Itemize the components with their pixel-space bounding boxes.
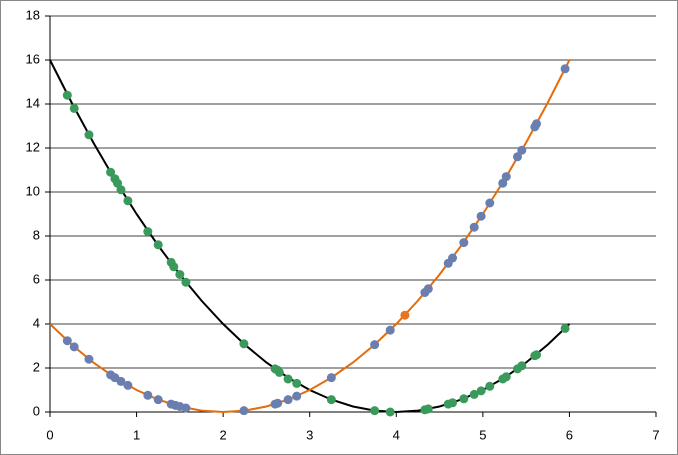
point <box>560 323 570 333</box>
point <box>283 395 293 405</box>
point <box>326 395 336 405</box>
point <box>517 361 527 371</box>
point <box>512 152 522 162</box>
x-tick-label: 2 <box>220 427 227 442</box>
point <box>292 378 302 388</box>
y-tick-label: 14 <box>26 95 40 110</box>
point <box>400 310 410 320</box>
point <box>532 119 542 129</box>
x-tick-label: 0 <box>46 427 53 442</box>
x-tick-label: 1 <box>133 427 140 442</box>
point <box>459 394 469 404</box>
point <box>423 404 433 414</box>
point <box>106 167 116 177</box>
point <box>181 403 191 413</box>
point <box>69 103 79 113</box>
point <box>123 196 133 206</box>
point <box>501 372 511 382</box>
point <box>143 227 153 237</box>
point <box>469 389 479 399</box>
point <box>283 374 293 384</box>
point <box>501 172 511 182</box>
x-tick-label: 7 <box>652 427 659 442</box>
y-tick-label: 4 <box>33 315 40 330</box>
x-tick-label: 5 <box>479 427 486 442</box>
point <box>84 354 94 364</box>
point <box>84 130 94 140</box>
point <box>153 395 163 405</box>
point <box>485 198 495 208</box>
point <box>273 398 283 408</box>
point <box>326 373 336 383</box>
point <box>69 342 79 352</box>
point <box>498 178 508 188</box>
point <box>476 386 486 396</box>
point <box>385 407 395 417</box>
point <box>476 211 486 221</box>
point <box>153 240 163 250</box>
point <box>370 340 380 350</box>
point <box>532 350 542 360</box>
point <box>143 390 153 400</box>
y-tick-label: 8 <box>33 227 40 242</box>
x-tick-label: 3 <box>306 427 313 442</box>
x-tick-label: 6 <box>566 427 573 442</box>
point <box>385 325 395 335</box>
point <box>560 64 570 74</box>
point <box>62 336 72 346</box>
y-tick-label: 6 <box>33 271 40 286</box>
point <box>239 339 249 349</box>
point <box>274 367 284 377</box>
point <box>448 398 458 408</box>
y-tick-label: 12 <box>26 139 40 154</box>
point <box>116 376 126 386</box>
y-tick-label: 0 <box>33 403 40 418</box>
point <box>123 380 133 390</box>
point <box>175 270 185 279</box>
point <box>62 90 72 100</box>
point <box>181 277 191 287</box>
point <box>485 381 495 391</box>
point <box>423 284 433 294</box>
point <box>469 222 479 232</box>
point <box>459 238 469 248</box>
point <box>169 262 179 272</box>
point <box>517 145 527 155</box>
point <box>116 185 126 195</box>
point <box>448 253 458 263</box>
point <box>292 391 302 401</box>
x-tick-label: 4 <box>393 427 400 442</box>
y-tick-label: 16 <box>26 51 40 66</box>
point <box>239 406 249 416</box>
point <box>113 178 123 188</box>
y-tick-label: 10 <box>26 183 40 198</box>
y-tick-label: 18 <box>26 7 40 22</box>
point <box>370 406 380 416</box>
y-tick-label: 2 <box>33 359 40 374</box>
